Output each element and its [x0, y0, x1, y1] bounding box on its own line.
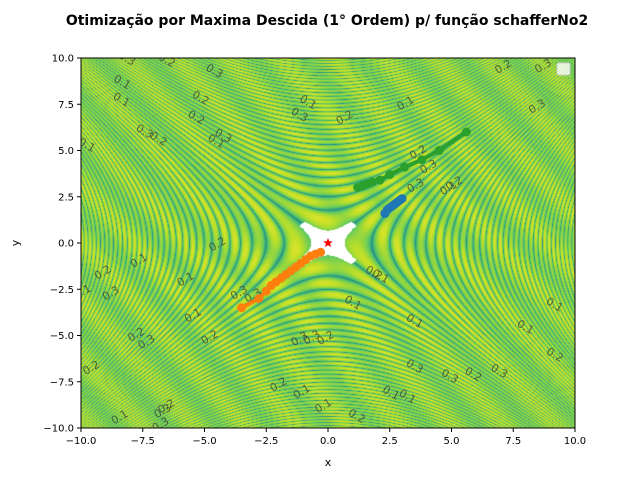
series-point-2 [380, 208, 390, 218]
series-point-1 [385, 170, 395, 180]
series-point-0 [316, 247, 326, 257]
y-tick-label: 10.0 [52, 54, 74, 65]
y-tick-label: 7.5 [58, 100, 74, 111]
x-tick-label: 0.0 [320, 436, 336, 447]
y-tick-label: −5.0 [50, 331, 74, 342]
contour-label: 0.3 [116, 48, 138, 68]
x-tick-label: 10.0 [564, 436, 586, 447]
x-tick-label: −5.0 [192, 436, 216, 447]
series-point-1 [353, 183, 363, 192]
legend-box [556, 62, 571, 76]
y-tick-label: −2.5 [50, 285, 74, 296]
chart-title: Otimização por Maxima Descida (1° Ordem)… [66, 13, 588, 29]
x-axis: −10.0 −7.5 −5.0 −2.5 0.0 2.5 5.0 7.5 10.0 [66, 428, 586, 447]
legend [556, 62, 571, 76]
y-tick-label: −7.5 [50, 377, 74, 388]
x-axis-label: x [325, 456, 332, 469]
x-tick-label: 7.5 [505, 436, 521, 447]
x-tick-label: 2.5 [382, 436, 398, 447]
series-point-1 [375, 175, 385, 185]
series-point-1 [434, 146, 444, 155]
x-tick-label: −10.0 [66, 436, 97, 447]
series-layer [237, 127, 471, 313]
series-point-1 [400, 162, 410, 172]
series-point-0 [254, 294, 264, 303]
optimum-star-marker [323, 238, 333, 248]
y-tick-label: 2.5 [58, 192, 74, 203]
x-tick-label: −7.5 [131, 436, 155, 447]
y-axis-label: y [9, 239, 22, 246]
series-point-1 [461, 127, 471, 137]
y-tick-label: 5.0 [58, 146, 74, 157]
y-tick-label: 0.0 [58, 239, 74, 250]
x-tick-label: −2.5 [254, 436, 278, 447]
y-axis: −10.0 −7.5 −5.0 −2.5 0.0 2.5 5.0 7.5 10.0 [43, 54, 81, 435]
x-tick-label: 5.0 [444, 436, 460, 447]
y-tick-label: −10.0 [43, 424, 74, 435]
series-point-0 [237, 303, 247, 313]
series-point-1 [417, 155, 427, 165]
